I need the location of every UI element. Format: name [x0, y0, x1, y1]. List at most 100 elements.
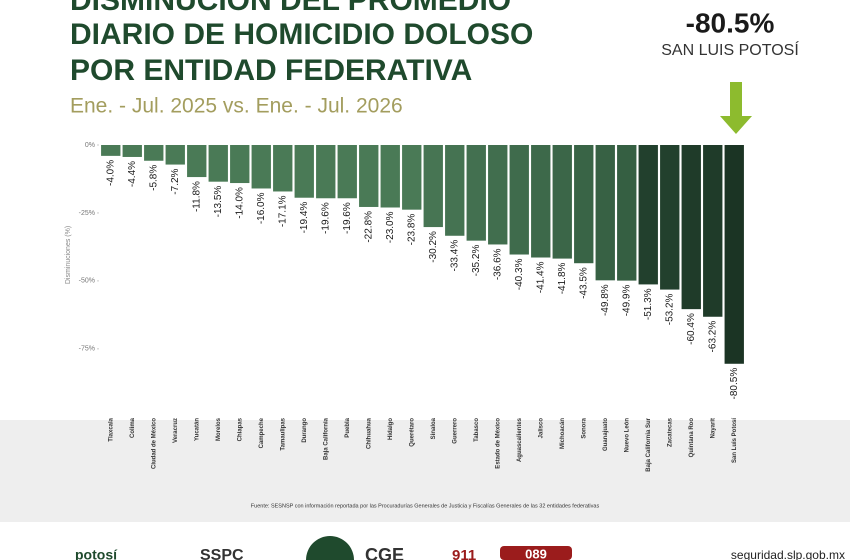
x-tick-label: Colima	[130, 417, 136, 438]
bar	[101, 145, 121, 156]
x-tick-label: Guerrero	[452, 418, 458, 444]
lower-band	[0, 420, 850, 522]
x-tick-label: Tlaxcala	[108, 417, 114, 441]
value-label: -19.4%	[299, 202, 310, 234]
value-label: -19.6%	[320, 202, 331, 234]
bar	[660, 145, 680, 290]
y-axis-label: Disminuciones (%)	[65, 226, 72, 284]
value-label: -5.8%	[148, 165, 159, 191]
annotation-label: SAN LUIS POTOSÍ	[661, 40, 799, 59]
value-label: -4.4%	[127, 161, 138, 187]
x-tick-label: Estado de México	[495, 418, 501, 469]
x-tick-label: Guanajuato	[603, 418, 609, 451]
y-tick-label: -50%	[79, 278, 95, 285]
bar	[337, 145, 357, 199]
bar	[488, 145, 508, 245]
x-tick-label: Baja California Sur	[646, 417, 652, 471]
x-tick-label: Nuevo León	[624, 418, 630, 453]
bar	[445, 145, 465, 236]
title-line: DISMINUCIÓN DEL PROMEDIO	[70, 0, 511, 17]
value-label: -11.8%	[191, 181, 202, 212]
title-line: DIARIO DE HOMICIDIO DOLOSO	[70, 18, 533, 51]
value-label: -17.1%	[277, 195, 288, 227]
x-tick-label: Aguascalientes	[517, 417, 523, 462]
bar	[423, 145, 443, 228]
value-label: -40.3%	[514, 258, 525, 290]
x-tick-label: Chiapas	[237, 417, 243, 441]
value-label: -4.0%	[105, 160, 116, 186]
value-label: -19.6%	[342, 202, 353, 234]
footer-logo: 911	[452, 547, 476, 560]
x-tick-label: San Luis Potosí	[732, 418, 738, 463]
bar	[574, 145, 594, 264]
bar	[165, 145, 185, 165]
arrow	[720, 82, 752, 134]
source-note: Fuente: SESNSP con información reportada…	[251, 503, 600, 509]
bar	[617, 145, 637, 281]
x-tick-label: Sonora	[581, 417, 587, 438]
value-label: -14.0%	[234, 187, 245, 219]
x-tick-label: Ciudad de México	[151, 418, 157, 469]
footer-logo: CGE	[365, 545, 404, 560]
y-tick-label: 0%	[85, 142, 95, 149]
value-label: -36.6%	[492, 248, 503, 280]
bar	[509, 145, 529, 255]
bar	[681, 145, 701, 310]
x-tick-label: Tabasco	[474, 418, 480, 442]
value-label: -30.2%	[428, 231, 439, 263]
bar	[531, 145, 551, 258]
footer-url: seguridad.slp.gob.mx	[731, 548, 845, 560]
bar	[595, 145, 615, 281]
value-label: -22.8%	[363, 211, 374, 243]
value-label: -16.0%	[256, 192, 267, 224]
bar	[359, 145, 379, 207]
x-tick-label: Durango	[302, 418, 308, 443]
value-label: -35.2%	[471, 245, 482, 277]
value-label: -41.8%	[557, 262, 568, 294]
x-tick-label: Tamaulipas	[280, 417, 286, 450]
value-label: -63.2%	[707, 321, 718, 353]
subtitle: Ene. - Jul. 2025 vs. Ene. - Jul. 2026	[70, 95, 403, 118]
value-label: -7.2%	[170, 168, 181, 194]
bar	[294, 145, 314, 198]
value-label: -49.8%	[600, 284, 611, 316]
value-label: -33.4%	[449, 240, 460, 272]
value-label: -51.3%	[643, 288, 654, 320]
x-tick-label: Sinaloa	[431, 417, 437, 439]
y-tick-label: -25%	[79, 210, 95, 217]
x-tick-label: Veracruz	[173, 418, 179, 443]
bar	[724, 145, 744, 364]
footer	[0, 522, 850, 560]
y-tick-label: -75%	[79, 346, 95, 353]
value-label: -60.4%	[686, 313, 697, 345]
annotation-value: -80.5%	[686, 7, 775, 38]
x-tick-label: Yucatán	[194, 418, 200, 441]
bar	[122, 145, 142, 157]
x-tick-label: Michoacán	[560, 418, 566, 449]
bar	[187, 145, 207, 178]
footer-badge	[500, 546, 572, 560]
bar	[230, 145, 250, 184]
x-tick-label: Zacatecas	[667, 417, 673, 447]
bar	[316, 145, 336, 199]
bar	[208, 145, 228, 182]
bar	[638, 145, 658, 285]
x-tick-label: Quintana Roo	[689, 418, 695, 458]
footer-seal	[306, 536, 354, 560]
bar	[552, 145, 572, 259]
x-tick-label: Jalisco	[538, 418, 544, 439]
value-label: -23.8%	[406, 214, 417, 246]
value-label: -49.9%	[621, 285, 632, 317]
value-label: -43.5%	[578, 267, 589, 299]
footer-logo: potosí	[75, 547, 118, 560]
footer-logo: SSPC	[200, 547, 244, 560]
x-tick-label: Puebla	[345, 417, 351, 437]
value-label: -23.0%	[385, 211, 396, 243]
x-tick-label: Morelos	[216, 417, 222, 441]
bar	[273, 145, 293, 192]
x-tick-label: Nayarit	[710, 418, 716, 438]
bar	[144, 145, 164, 161]
bar	[402, 145, 422, 210]
value-label: -41.4%	[535, 261, 546, 293]
